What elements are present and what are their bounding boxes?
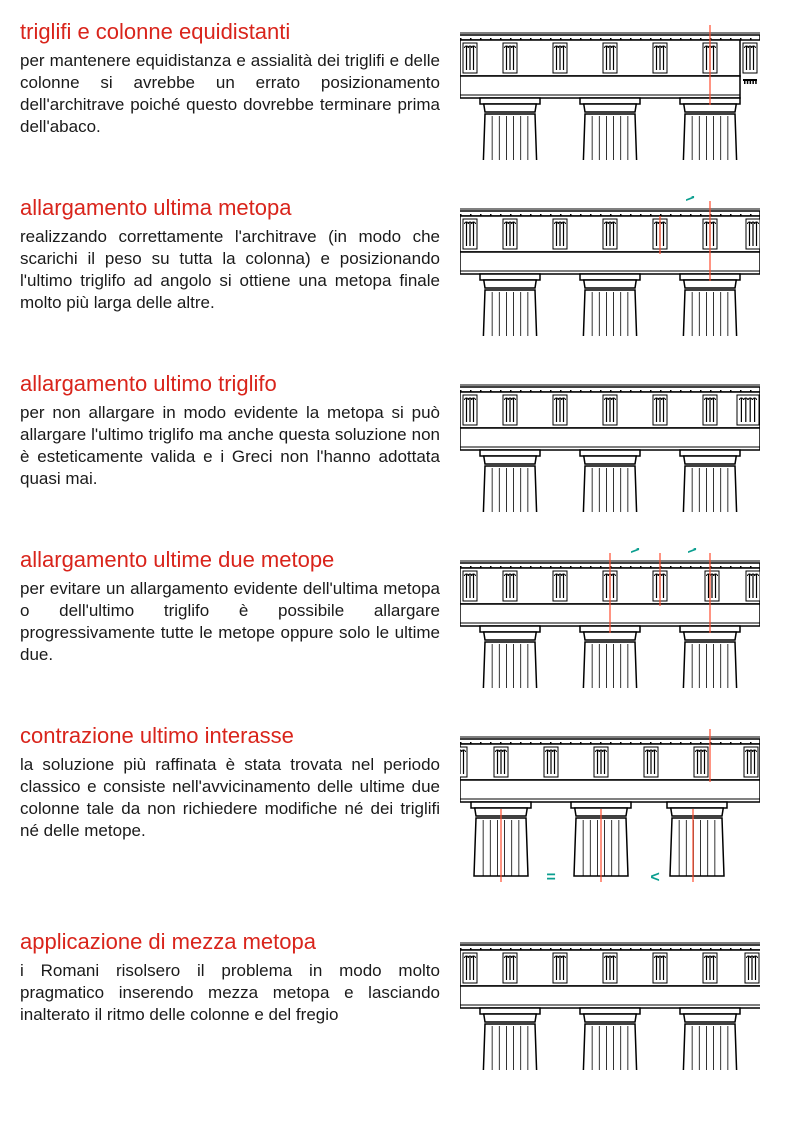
svg-text:>: > — [630, 548, 639, 558]
section-row: allargamento ultime due metope per evitar… — [20, 548, 780, 688]
section-body: la soluzione più raffinata è stata trova… — [20, 754, 440, 842]
svg-text:>: > — [685, 196, 694, 206]
section-title: triglifi e colonne equidistanti — [20, 20, 440, 44]
text-column: allargamento ultimo triglifo per non alla… — [20, 372, 460, 491]
diagram — [460, 20, 760, 160]
diagram — [460, 930, 760, 1070]
diagram: >> — [460, 548, 760, 688]
section-body: i Romani risolsero il problema in modo m… — [20, 960, 440, 1026]
text-column: applicazione di mezza metopa i Romani ris… — [20, 930, 460, 1026]
section-title: allargamento ultima metopa — [20, 196, 440, 220]
section-body: realizzando correttamente l'architrave (… — [20, 226, 440, 314]
section-title: applicazione di mezza metopa — [20, 930, 440, 954]
section-body: per mantenere equidistanza e assialità d… — [20, 50, 440, 138]
section-row: triglifi e colonne equidistanti per mante… — [20, 20, 780, 160]
section-title: allargamento ultime due metope — [20, 548, 440, 572]
section-row: contrazione ultimo interasse la soluzione… — [20, 724, 780, 894]
section-title: allargamento ultimo triglifo — [20, 372, 440, 396]
section-body: per non allargare in modo evidente la me… — [20, 402, 440, 490]
section-body: per evitare un allargamento evidente del… — [20, 578, 440, 666]
section-title: contrazione ultimo interasse — [20, 724, 440, 748]
diagram: > — [460, 196, 760, 336]
text-column: allargamento ultime due metope per evitar… — [20, 548, 460, 667]
svg-text:=: = — [546, 869, 555, 886]
diagram — [460, 372, 760, 512]
section-row: allargamento ultima metopa realizzando co… — [20, 196, 780, 336]
text-column: contrazione ultimo interasse la soluzione… — [20, 724, 460, 843]
svg-text:<: < — [650, 869, 659, 886]
diagram: =< — [460, 724, 760, 894]
section-row: applicazione di mezza metopa i Romani ris… — [20, 930, 780, 1070]
svg-text:>: > — [687, 548, 696, 558]
text-column: triglifi e colonne equidistanti per mante… — [20, 20, 460, 139]
section-row: allargamento ultimo triglifo per non alla… — [20, 372, 780, 512]
text-column: allargamento ultima metopa realizzando co… — [20, 196, 460, 315]
